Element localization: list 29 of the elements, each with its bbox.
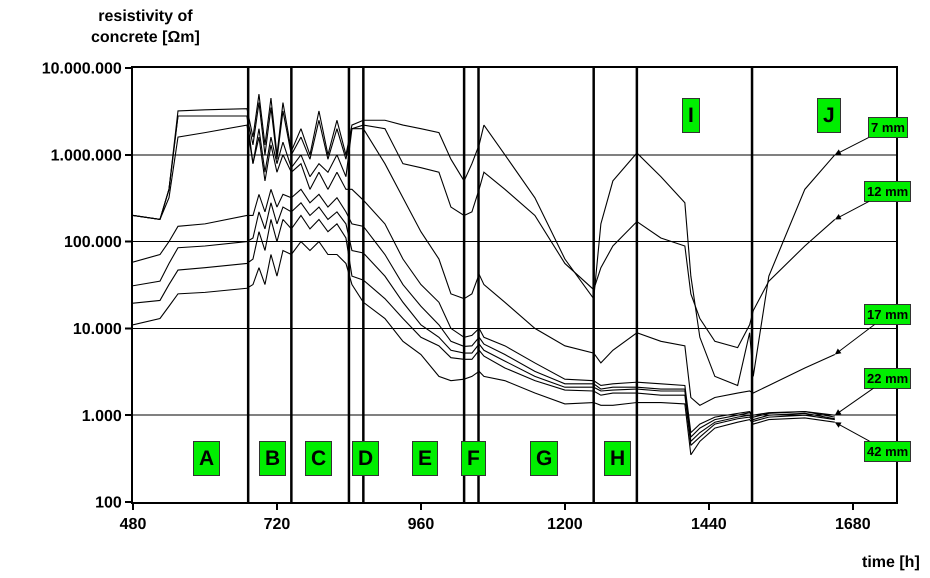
annotation: B	[265, 447, 280, 470]
x-tick-label: 720	[264, 516, 290, 534]
annotation: J	[823, 104, 835, 127]
text: 12 mm	[867, 184, 908, 199]
annotation: H	[610, 447, 626, 470]
x-tick-label: 480	[120, 516, 146, 534]
x-tick-label: 960	[408, 516, 434, 534]
annotation: E	[418, 447, 432, 470]
annotation: F	[467, 447, 480, 470]
annotation: C	[311, 447, 326, 470]
text: 7 mm	[871, 120, 905, 135]
x-tick-label: 1680	[835, 516, 871, 534]
annotation: A	[199, 447, 214, 470]
y-tick-label: 10.000.000	[42, 60, 122, 78]
annotation: G	[536, 447, 552, 470]
text: 42 mm	[867, 444, 908, 459]
x-axis-title: time [h]	[862, 554, 920, 571]
annotation: D	[358, 447, 374, 470]
y-axis-title: resistivity of concrete [Ωm]	[91, 8, 200, 46]
y-tick-label: 100	[95, 494, 122, 512]
x-tick-label: 1440	[691, 516, 727, 534]
y-tick-label: 100.000	[64, 234, 122, 252]
text: 22 mm	[867, 371, 908, 386]
y-tick-label: 1.000.000	[50, 147, 122, 164]
x-tick-label: 1200	[547, 516, 583, 534]
annotation: I	[688, 104, 694, 127]
y-tick-label: 1.000	[82, 408, 122, 425]
y-tick-label: 10.000	[72, 321, 122, 338]
text: 17 mm	[867, 307, 908, 322]
